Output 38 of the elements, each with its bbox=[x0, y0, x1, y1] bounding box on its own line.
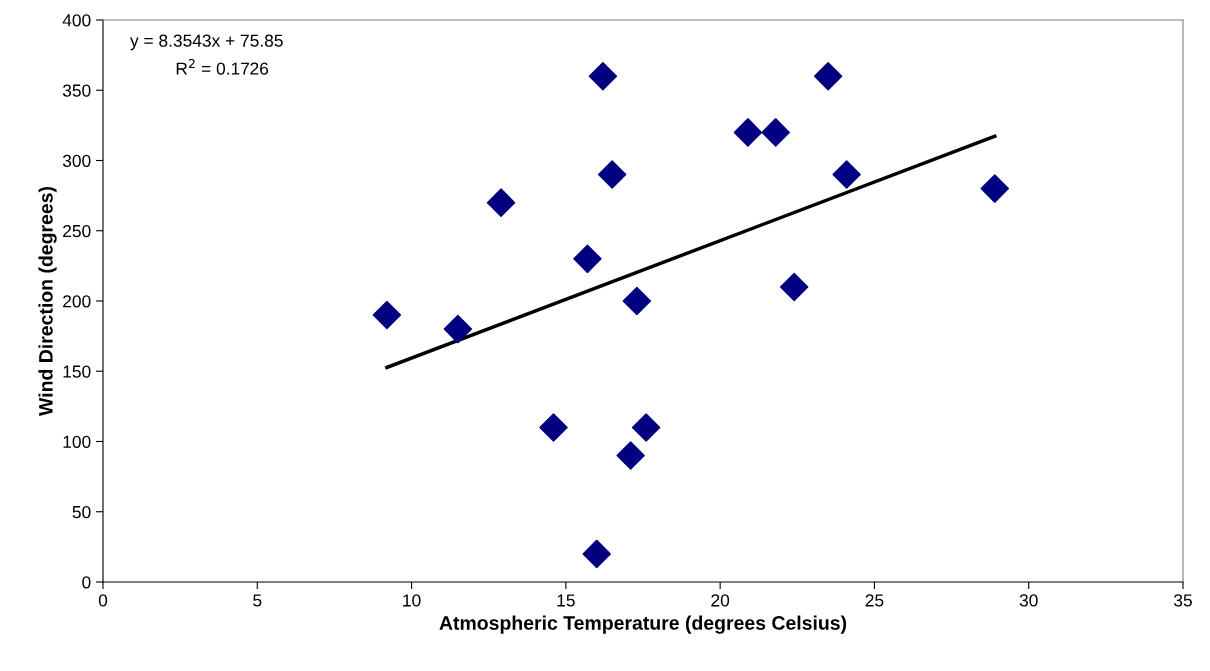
point bbox=[573, 244, 602, 274]
point bbox=[813, 61, 843, 91]
x-tick-label: 20 bbox=[711, 594, 730, 607]
y-tick-label: 0 bbox=[82, 576, 91, 589]
point bbox=[588, 61, 618, 91]
x-tick-label: 0 bbox=[98, 594, 108, 607]
point bbox=[622, 286, 652, 316]
x-tick-label: 15 bbox=[557, 594, 575, 607]
x-axis-title: Atmospheric Temperature (degrees Celsius) bbox=[439, 615, 847, 634]
point bbox=[761, 118, 790, 147]
y-tick-label: 250 bbox=[63, 224, 91, 238]
x-tick-label: 35 bbox=[1174, 594, 1192, 607]
point bbox=[616, 441, 645, 470]
point bbox=[486, 188, 516, 217]
x-tick-label: 30 bbox=[1019, 594, 1038, 607]
y-axis-title: Wind Direction (degrees) bbox=[38, 186, 57, 416]
x-tick-label: 5 bbox=[253, 594, 262, 607]
annotation: y = 8.3543x + 75.85 bbox=[130, 34, 283, 51]
point bbox=[443, 314, 473, 344]
x-tick-label: 10 bbox=[403, 594, 421, 607]
point bbox=[631, 413, 661, 442]
point bbox=[779, 272, 809, 302]
y-tick-label: 200 bbox=[63, 295, 91, 308]
y-tick-label: 150 bbox=[63, 365, 91, 378]
annotation: R$^{2}$ = 0.1726 bbox=[176, 58, 269, 75]
point bbox=[733, 118, 763, 147]
x-tick-label: 25 bbox=[865, 594, 884, 607]
y-tick-label: 400 bbox=[62, 14, 91, 27]
point bbox=[372, 300, 402, 330]
y-tick-label: 50 bbox=[72, 505, 91, 519]
point bbox=[597, 160, 627, 189]
point bbox=[980, 174, 1010, 203]
y-tick-label: 300 bbox=[62, 154, 91, 167]
y-tick-label: 100 bbox=[63, 435, 91, 448]
y-tick-label: 350 bbox=[62, 84, 91, 97]
point bbox=[832, 160, 861, 189]
point bbox=[539, 413, 568, 442]
point bbox=[582, 539, 611, 569]
